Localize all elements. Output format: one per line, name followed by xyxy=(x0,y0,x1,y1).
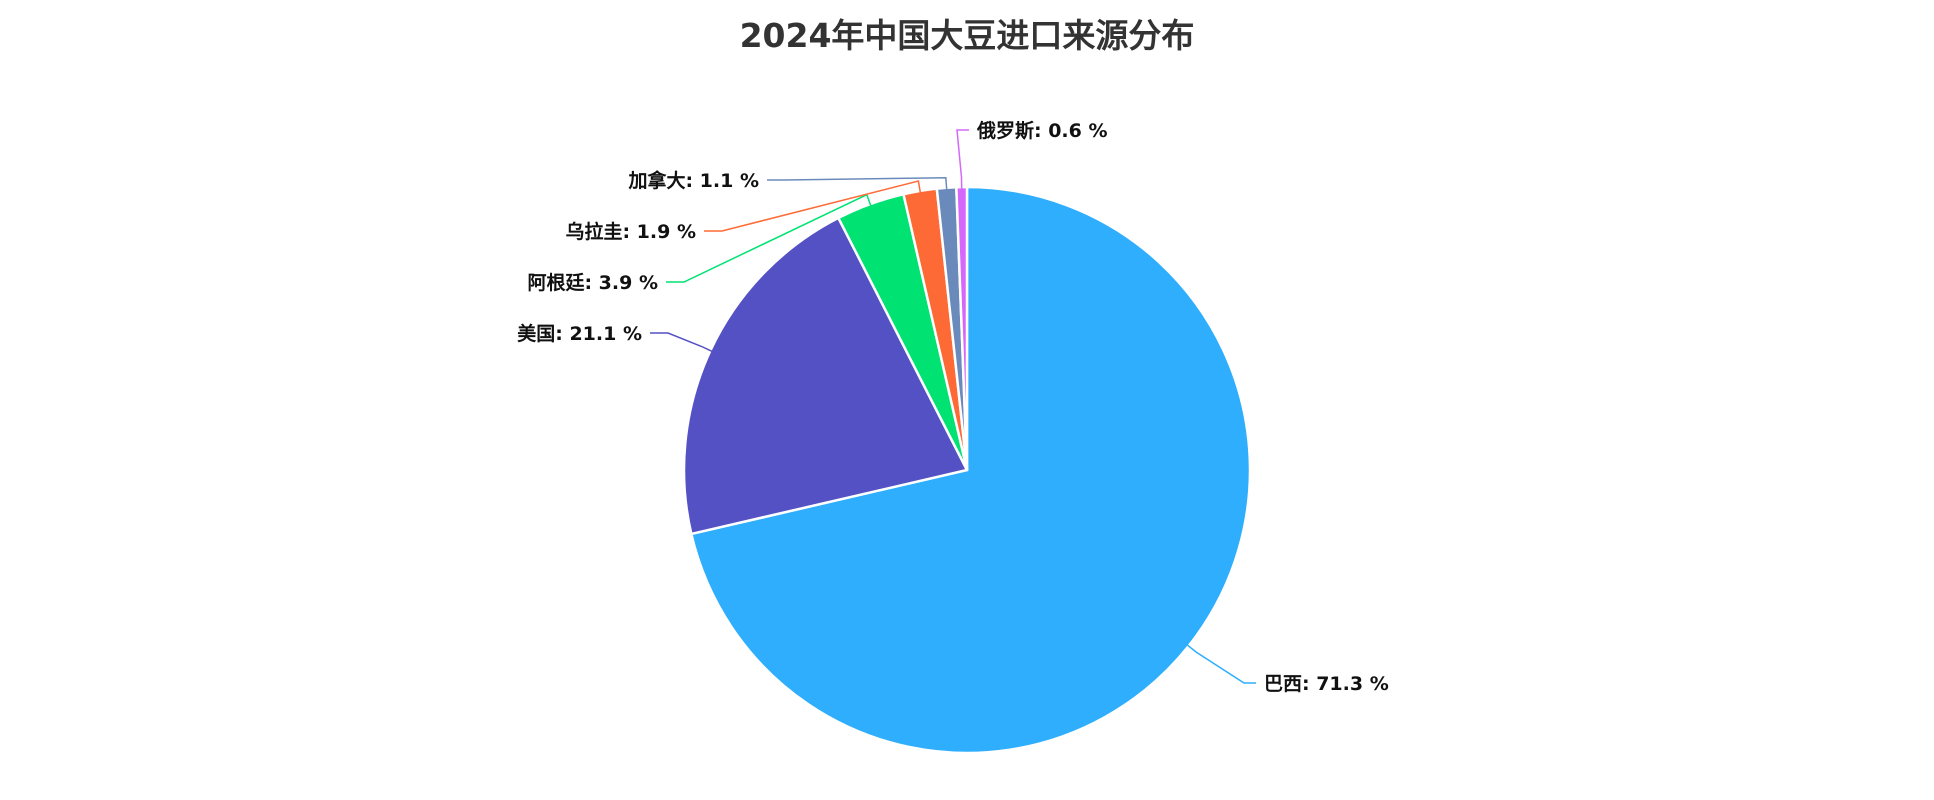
leader-line-2 xyxy=(650,332,713,353)
data-label-1: 巴西: 71.3 % xyxy=(1264,673,1389,695)
data-label-5: 加拿大: 1.1 % xyxy=(627,169,759,192)
leader-line-5 xyxy=(767,177,948,190)
data-label-6: 俄罗斯: 0.6 % xyxy=(976,119,1108,142)
leader-line-1 xyxy=(1186,644,1256,684)
pie-slices xyxy=(682,185,1252,755)
leader-line-3 xyxy=(666,193,872,283)
leader-line-6 xyxy=(956,129,969,190)
data-label-4: 乌拉圭: 1.9 % xyxy=(565,220,696,243)
pie-data-labels: 巴西: 71.3 % 美国: 21.1 % 阿根廷: 3.9 % 乌拉圭: 1.9 %… xyxy=(517,119,1389,695)
data-label-2: 美国: 21.1 % xyxy=(517,322,642,345)
chart-title: 2024年中国大豆进口来源分布 xyxy=(739,16,1195,55)
leader-line-4 xyxy=(704,180,922,232)
data-label-3: 阿根廷: 3.9 % xyxy=(527,271,658,294)
pie-leader-lines xyxy=(650,129,1256,684)
